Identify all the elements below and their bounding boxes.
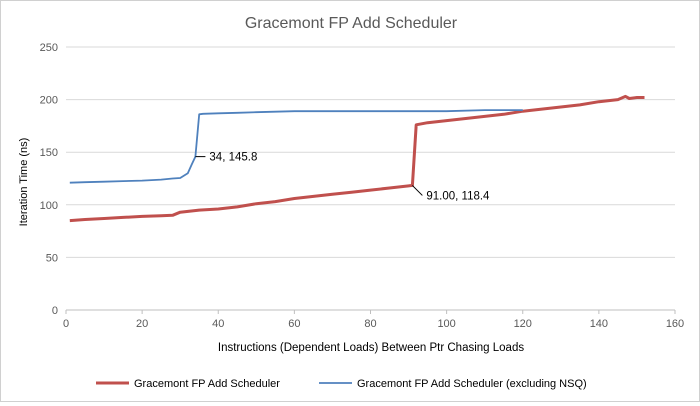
x-tick-label: 60 <box>288 318 300 330</box>
legend: Gracemont FP Add Scheduler Gracemont FP A… <box>96 378 587 390</box>
x-tick-label: 120 <box>514 318 532 330</box>
y-tick-label: 250 <box>40 42 58 54</box>
data-label: 34, 145.8 <box>209 152 257 164</box>
axes <box>65 309 676 314</box>
x-tick-label: 20 <box>136 318 148 330</box>
series-line-fp-add-scheduler <box>69 94 645 223</box>
gridlines <box>66 46 675 258</box>
x-tick-label: 140 <box>590 318 608 330</box>
legend-label: Gracemont FP Add Scheduler (excluding NS… <box>357 378 587 390</box>
x-tick-labels: 0 20 40 60 80 100 120 140 160 <box>63 318 684 330</box>
x-tick-label: 160 <box>666 318 684 330</box>
x-tick-label: 0 <box>63 318 69 330</box>
y-tick-labels: 0 50 100 150 200 250 <box>40 42 58 317</box>
chart-title: Gracemont FP Add Scheduler <box>245 15 458 32</box>
y-tick-label: 200 <box>40 95 58 107</box>
series-lines <box>69 94 645 223</box>
x-axis-label: Instructions (Dependent Loads) Between P… <box>218 342 524 354</box>
data-label: 91.00, 118.4 <box>426 190 490 202</box>
legend-label: Gracemont FP Add Scheduler <box>134 378 280 390</box>
annotation-leader <box>412 185 423 196</box>
series-line-excluding-nsq <box>69 109 523 184</box>
x-tick-label: 80 <box>364 318 376 330</box>
y-tick-label: 0 <box>52 305 58 317</box>
y-tick-label: 150 <box>40 147 58 159</box>
y-tick-label: 100 <box>40 200 58 212</box>
y-tick-label: 50 <box>46 252 58 264</box>
x-tick-label: 100 <box>437 318 455 330</box>
x-tick-label: 40 <box>212 318 224 330</box>
y-axis-label: Iteration Time (ns) <box>18 138 30 227</box>
data-annotations: 34, 145.8 91.00, 118.4 <box>195 152 490 202</box>
